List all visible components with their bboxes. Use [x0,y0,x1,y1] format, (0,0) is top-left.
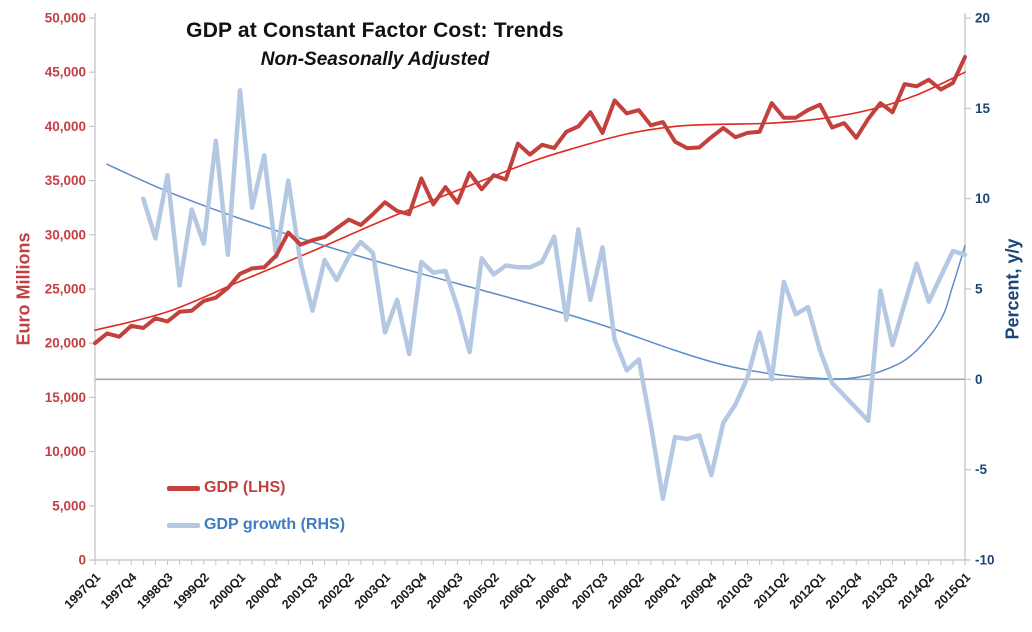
x-tick-label: 2008Q2 [606,570,647,611]
x-tick-label: 2000Q1 [207,570,248,611]
x-tick-label: 1997Q1 [62,570,103,611]
right-tick-label: -5 [975,462,987,477]
legend-label-growth: GDP growth (RHS) [204,516,346,533]
growth-line-swatch [167,522,200,528]
left-tick-label: 45,000 [45,65,86,80]
x-tick-label: 2004Q3 [424,570,465,611]
right-tick-label: 5 [975,282,983,297]
right-tick-label: 10 [975,191,990,206]
x-tick-label: 2009Q1 [642,570,683,611]
right-tick-label: 20 [975,11,990,26]
x-tick-label: 2009Q4 [678,570,719,611]
x-tick-label: 2006Q4 [533,570,574,611]
x-tick-label: 2003Q4 [388,570,429,611]
x-tick-label: 1998Q3 [134,570,175,611]
legend-item-gdp: GDP (LHS) [167,477,345,499]
x-tick-label: 2001Q3 [279,570,320,611]
x-tick-label: 2007Q3 [569,570,610,611]
x-tick-label: 2015Q1 [932,570,973,611]
gdp-line-swatch [167,485,200,491]
right-axis-title: Percent, y/y [1002,238,1023,340]
gdp-trend-line [94,71,966,331]
x-tick-label: 1997Q4 [98,570,139,611]
left-tick-label: 50,000 [45,11,86,26]
x-tick-label: 2012Q1 [787,570,828,611]
left-tick-label: 15,000 [45,390,86,405]
left-tick-label: 10,000 [45,444,86,459]
left-tick-label: 20,000 [45,336,86,351]
left-axis-title: Euro Millions [13,232,34,346]
x-tick-label: 2013Q3 [859,570,900,611]
left-tick-label: 30,000 [45,227,86,242]
left-tick-label: 25,000 [45,282,86,297]
gdp-growth-line [141,88,968,501]
chart-title: GDP at Constant Factor Cost: Trends [186,19,564,42]
growth-trend-line [106,163,966,380]
x-tick-label: 2002Q2 [316,570,357,611]
x-tick-label: 1999Q2 [171,570,212,611]
right-tick-label: 15 [975,101,991,116]
right-tick-label: 0 [975,372,983,387]
left-tick-label: 0 [78,553,86,568]
x-tick-label: 2012Q4 [823,570,864,611]
legend: GDP (LHS) GDP growth (RHS) [167,477,345,551]
left-tick-label: 40,000 [45,119,86,134]
left-tick-label: 35,000 [45,173,86,188]
legend-item-growth: GDP growth (RHS) [167,514,345,536]
x-tick-label: 2006Q1 [497,570,538,611]
chart-subtitle: Non-Seasonally Adjusted [260,49,490,70]
legend-label-gdp: GDP (LHS) [204,479,286,496]
x-tick-label: 2003Q1 [352,570,393,611]
right-tick-label: -10 [975,553,995,568]
gdp-line [93,55,967,346]
x-tick-label: 2010Q3 [714,570,755,611]
x-tick-label: 2000Q4 [243,570,284,611]
x-tick-label: 2005Q2 [461,570,502,611]
x-tick-label: 2014Q2 [896,570,937,611]
left-tick-label: 5,000 [52,498,86,513]
x-tick-label: 2011Q2 [751,570,792,611]
